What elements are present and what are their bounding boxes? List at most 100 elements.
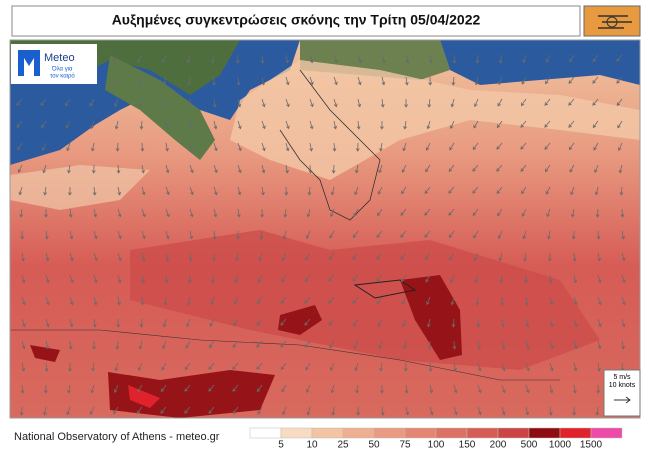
wind-arrow <box>403 362 408 372</box>
wind-arrow <box>139 120 144 130</box>
wind-arrow <box>115 340 120 350</box>
wind-arrow <box>67 384 71 394</box>
wind-arrow <box>498 54 503 64</box>
wind-arrow <box>356 120 361 130</box>
wind-arrow <box>69 296 74 306</box>
wind-arrow <box>161 54 167 63</box>
wind-arrow <box>380 120 384 130</box>
wind-arrow <box>426 120 431 130</box>
wind-arrow <box>261 120 266 130</box>
colorbar-label: 10 <box>306 440 318 451</box>
wind-arrow <box>165 186 170 196</box>
wind-legend: 5 m/s 10 knots <box>603 369 641 417</box>
wind-arrow <box>473 230 479 239</box>
wind-arrow <box>475 54 480 64</box>
wind-arrow <box>427 98 432 108</box>
colorbar-label: 1500 <box>580 440 603 451</box>
wind-arrow <box>285 120 290 130</box>
wind-arrow <box>114 120 119 130</box>
wind-arrow <box>331 406 336 416</box>
wind-arrow <box>549 318 554 328</box>
colorbar-swatch <box>435 427 468 439</box>
colorbar-swatch <box>342 427 375 439</box>
wind-arrow <box>256 340 263 348</box>
wind-arrow <box>545 164 551 173</box>
wind-arrow <box>42 164 47 174</box>
wind-arrow <box>524 296 529 306</box>
wind-arrow <box>380 98 385 108</box>
wind-arrow <box>523 252 527 262</box>
wind-arrow <box>236 230 240 240</box>
colorbar-label: 75 <box>399 440 411 451</box>
wind-arrow <box>92 186 97 196</box>
map-border <box>9 39 641 419</box>
wind-arrow <box>285 98 290 108</box>
wind-legend-box <box>603 369 641 417</box>
wind-arrow <box>261 186 265 196</box>
wind-arrow <box>45 252 50 262</box>
wind-arrow <box>160 384 167 393</box>
wind-arrow <box>597 252 602 262</box>
wind-arrow <box>405 54 410 64</box>
wind-arrow <box>477 362 482 372</box>
wind-arrow <box>568 142 575 151</box>
wind-arrow <box>475 296 480 306</box>
wind-arrow <box>400 274 407 283</box>
wind-arrow <box>281 252 287 261</box>
colorbar-swatch <box>404 427 437 439</box>
wind-arrow <box>545 186 551 195</box>
wind-arrow <box>21 296 26 306</box>
sea <box>440 40 640 85</box>
wind-arrow <box>353 208 359 217</box>
wind-arrow <box>429 54 433 64</box>
wind-arrow <box>572 252 577 262</box>
wind-arrow <box>44 362 49 372</box>
wind-arrow <box>309 120 314 130</box>
wind-arrow <box>306 208 311 218</box>
wind-arrow <box>232 384 239 392</box>
wind-arrow <box>573 340 578 350</box>
wind-arrow <box>618 164 623 174</box>
wind-arrow <box>596 230 601 240</box>
wind-arrow <box>449 120 455 130</box>
wind-arrow <box>66 142 71 152</box>
wind-arrow <box>330 384 335 394</box>
title: Αυξημένες συγκεντρώσεις σκόνης την Τρίτη… <box>112 12 481 28</box>
wind-arrow <box>141 164 145 174</box>
wind-arrow <box>521 186 527 195</box>
wind-arrow <box>69 252 74 262</box>
wind-arrow <box>234 274 239 284</box>
wind-arrow <box>424 208 431 216</box>
wind-arrow <box>163 296 168 306</box>
wind-arrow-sample <box>614 396 631 404</box>
wind-arrow <box>328 274 335 282</box>
wind-arrow <box>453 362 457 372</box>
wind-arrow <box>522 54 527 64</box>
wind-arrow <box>21 318 26 328</box>
wind-arrow <box>19 406 24 416</box>
wind-arrow <box>235 252 239 262</box>
wind-arrow <box>377 318 383 327</box>
wind-arrow <box>501 384 506 394</box>
wind-arrow <box>501 362 506 372</box>
wind-arrow <box>65 120 71 129</box>
wind-arrow <box>162 76 167 86</box>
wind-arrow <box>573 318 578 328</box>
wind-arrow <box>496 164 503 172</box>
wind-arrow <box>17 142 23 151</box>
wind-arrow <box>306 406 311 416</box>
wind-arrow <box>616 76 623 84</box>
wind-arrow <box>260 208 265 218</box>
wind-arrow <box>16 98 23 106</box>
wind-arrow <box>233 296 239 305</box>
wind-arrow <box>333 76 338 86</box>
wind-arrow <box>237 164 242 174</box>
wind-arrow <box>68 208 73 218</box>
wind-arrow <box>189 142 194 152</box>
wind-arrow <box>45 296 50 306</box>
wind-arrow <box>141 252 146 262</box>
wind-arrow <box>67 164 71 174</box>
wind-arrow <box>548 252 552 262</box>
wind-arrow <box>544 142 551 150</box>
wind-arrow <box>68 340 73 350</box>
